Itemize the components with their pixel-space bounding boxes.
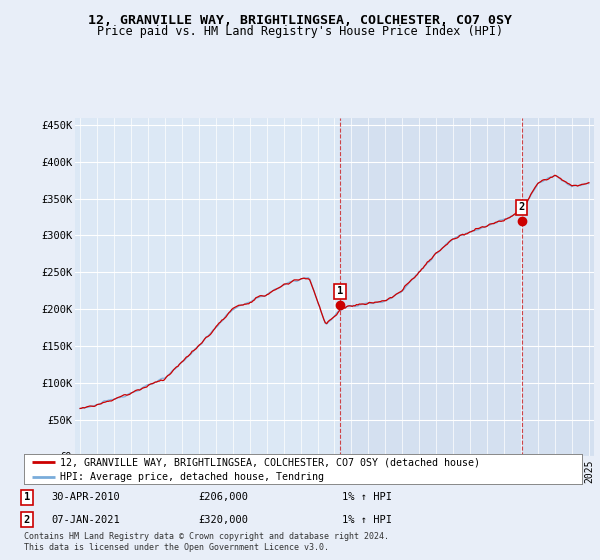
Text: 07-JAN-2021: 07-JAN-2021 (51, 515, 120, 525)
Text: 1% ↑ HPI: 1% ↑ HPI (342, 492, 392, 502)
Text: 12, GRANVILLE WAY, BRIGHTLINGSEA, COLCHESTER, CO7 0SY (detached house): 12, GRANVILLE WAY, BRIGHTLINGSEA, COLCHE… (60, 457, 480, 467)
Text: 30-APR-2010: 30-APR-2010 (51, 492, 120, 502)
Text: 12, GRANVILLE WAY, BRIGHTLINGSEA, COLCHESTER, CO7 0SY: 12, GRANVILLE WAY, BRIGHTLINGSEA, COLCHE… (88, 14, 512, 27)
Text: £320,000: £320,000 (198, 515, 248, 525)
Text: 1% ↑ HPI: 1% ↑ HPI (342, 515, 392, 525)
Text: 2: 2 (518, 203, 525, 212)
Text: 1: 1 (24, 492, 30, 502)
Text: HPI: Average price, detached house, Tendring: HPI: Average price, detached house, Tend… (60, 472, 324, 482)
Text: Price paid vs. HM Land Registry's House Price Index (HPI): Price paid vs. HM Land Registry's House … (97, 25, 503, 38)
Bar (340, 118, 594, 456)
Text: 2: 2 (24, 515, 30, 525)
Text: Contains HM Land Registry data © Crown copyright and database right 2024.
This d: Contains HM Land Registry data © Crown c… (24, 533, 389, 552)
Text: £206,000: £206,000 (198, 492, 248, 502)
Text: 1: 1 (337, 286, 343, 296)
